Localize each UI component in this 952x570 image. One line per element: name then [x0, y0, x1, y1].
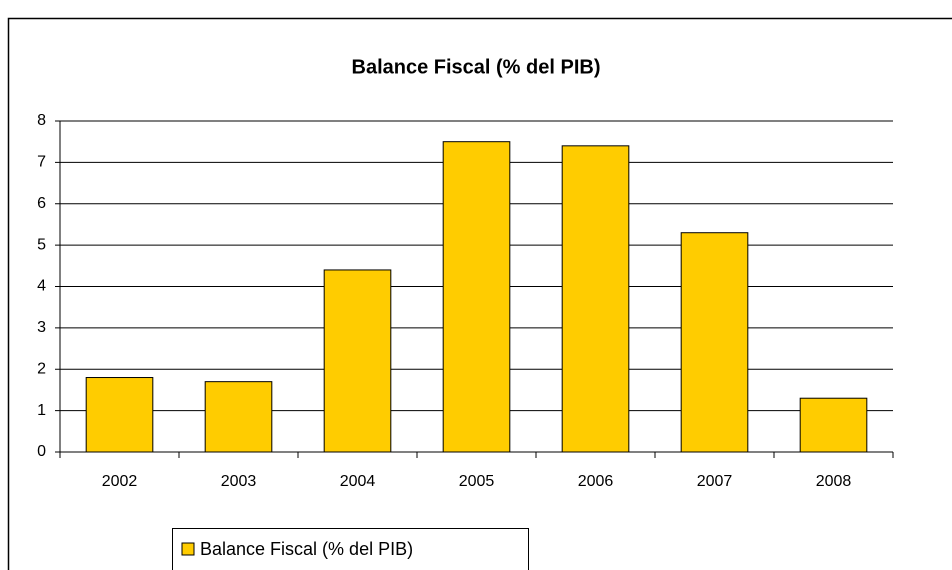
legend-box: [172, 528, 529, 570]
x-tick-label: 2002: [102, 473, 138, 490]
x-tick-label: 2003: [221, 473, 257, 490]
y-tick-label: 3: [37, 319, 46, 336]
bar: [85, 377, 154, 453]
bar: [561, 145, 630, 453]
y-tick-label: 6: [37, 195, 46, 212]
chart-title: Balance Fiscal (% del PIB): [352, 56, 601, 78]
bar: [799, 397, 868, 453]
bar: [680, 232, 749, 453]
legend-swatch: [181, 542, 195, 556]
x-tick-label: 2004: [340, 473, 376, 490]
x-tick-label: 2005: [459, 473, 495, 490]
y-tick-label: 8: [37, 112, 46, 129]
y-tick-label: 1: [37, 402, 46, 419]
y-tick-label: 4: [37, 278, 46, 295]
x-tick-label: 2008: [816, 473, 852, 490]
x-tick-label: 2007: [697, 473, 733, 490]
bar: [204, 381, 273, 453]
y-tick-label: 0: [37, 443, 46, 460]
legend-label: Balance Fiscal (% del PIB): [200, 539, 413, 559]
bar: [442, 141, 511, 453]
x-tick-label: 2006: [578, 473, 614, 490]
y-tick-label: 5: [37, 236, 46, 253]
bar: [323, 269, 392, 453]
y-tick-label: 2: [37, 360, 46, 377]
y-tick-label: 7: [37, 154, 46, 171]
